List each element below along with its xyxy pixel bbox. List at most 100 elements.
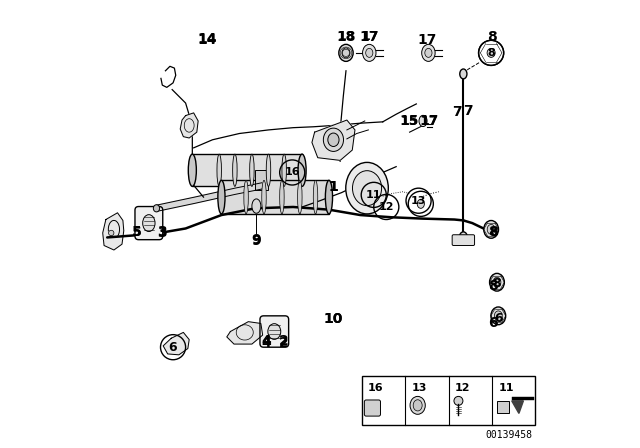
Ellipse shape <box>250 154 254 186</box>
Ellipse shape <box>244 180 248 214</box>
Text: 1: 1 <box>328 180 339 194</box>
Text: 10: 10 <box>324 312 343 326</box>
Text: 18: 18 <box>336 30 356 44</box>
Polygon shape <box>163 332 189 355</box>
Ellipse shape <box>491 307 506 325</box>
Text: 14: 14 <box>197 32 217 47</box>
FancyBboxPatch shape <box>135 207 163 240</box>
Text: 12: 12 <box>455 383 470 393</box>
Ellipse shape <box>460 232 467 243</box>
Text: 13: 13 <box>411 196 426 206</box>
Ellipse shape <box>328 133 339 146</box>
Text: 17: 17 <box>421 115 438 129</box>
Polygon shape <box>512 401 524 414</box>
Text: 2: 2 <box>278 336 288 350</box>
FancyBboxPatch shape <box>452 235 475 246</box>
Bar <box>512 397 534 400</box>
Text: 15: 15 <box>400 114 419 128</box>
Ellipse shape <box>365 48 373 57</box>
Bar <box>255 170 269 190</box>
Ellipse shape <box>298 154 306 186</box>
Ellipse shape <box>262 180 266 214</box>
Ellipse shape <box>346 162 388 214</box>
Text: 17: 17 <box>360 30 379 44</box>
Polygon shape <box>157 183 262 211</box>
Text: 10: 10 <box>324 312 343 326</box>
Ellipse shape <box>460 69 467 79</box>
Circle shape <box>109 230 114 236</box>
Ellipse shape <box>143 215 155 232</box>
Text: 17: 17 <box>362 30 379 43</box>
Text: 8: 8 <box>487 48 495 58</box>
Text: 9: 9 <box>252 234 261 248</box>
Ellipse shape <box>188 154 196 186</box>
Ellipse shape <box>217 154 221 186</box>
Ellipse shape <box>339 44 353 61</box>
Ellipse shape <box>487 48 495 57</box>
Circle shape <box>454 396 463 405</box>
Ellipse shape <box>353 171 381 206</box>
Text: 14: 14 <box>197 33 217 47</box>
Ellipse shape <box>218 180 225 214</box>
Text: 3: 3 <box>157 225 167 239</box>
Text: 8: 8 <box>488 225 499 239</box>
Text: 4: 4 <box>261 334 271 349</box>
Text: 7: 7 <box>463 104 473 118</box>
Ellipse shape <box>494 311 502 321</box>
Text: 3: 3 <box>157 226 167 240</box>
Text: 16: 16 <box>368 383 384 393</box>
Ellipse shape <box>298 180 302 214</box>
Text: 6: 6 <box>169 340 177 354</box>
Text: 11: 11 <box>366 190 381 200</box>
Ellipse shape <box>490 273 504 291</box>
Bar <box>497 401 509 414</box>
Ellipse shape <box>342 48 350 58</box>
Ellipse shape <box>413 400 422 411</box>
Ellipse shape <box>280 180 284 214</box>
Ellipse shape <box>154 205 159 212</box>
Ellipse shape <box>493 277 501 287</box>
Text: 17: 17 <box>419 114 438 128</box>
Text: 6: 6 <box>488 315 498 330</box>
Text: 00139458: 00139458 <box>486 430 533 440</box>
Ellipse shape <box>487 224 495 234</box>
Text: 2: 2 <box>279 334 289 349</box>
Polygon shape <box>227 322 262 344</box>
Bar <box>221 181 329 214</box>
Bar <box>362 376 536 425</box>
Text: 8: 8 <box>488 279 499 293</box>
Polygon shape <box>180 113 198 138</box>
FancyBboxPatch shape <box>260 316 289 347</box>
Ellipse shape <box>425 48 432 57</box>
Ellipse shape <box>314 180 317 214</box>
Ellipse shape <box>422 44 435 61</box>
Text: 7: 7 <box>452 105 461 119</box>
Text: 12: 12 <box>378 202 394 212</box>
Text: 18: 18 <box>337 30 355 43</box>
Text: 17: 17 <box>418 33 437 47</box>
Text: 13: 13 <box>412 383 427 393</box>
Text: 5: 5 <box>132 225 142 239</box>
FancyBboxPatch shape <box>364 400 380 416</box>
Text: 9: 9 <box>252 233 261 247</box>
Ellipse shape <box>323 128 344 151</box>
Ellipse shape <box>417 199 424 208</box>
Ellipse shape <box>325 180 333 214</box>
Text: 11: 11 <box>499 383 514 393</box>
Ellipse shape <box>266 154 271 186</box>
Ellipse shape <box>410 396 425 414</box>
Text: 5: 5 <box>133 226 141 240</box>
Ellipse shape <box>362 44 376 61</box>
Ellipse shape <box>419 116 427 127</box>
Text: 8: 8 <box>489 225 498 239</box>
Text: 16: 16 <box>284 168 300 177</box>
Text: 15: 15 <box>401 115 419 129</box>
Ellipse shape <box>282 154 287 186</box>
Polygon shape <box>103 213 124 250</box>
Ellipse shape <box>252 199 261 213</box>
Polygon shape <box>312 120 355 160</box>
Text: 6: 6 <box>494 311 502 325</box>
Bar <box>192 154 302 186</box>
Ellipse shape <box>268 323 281 340</box>
Ellipse shape <box>233 154 237 186</box>
